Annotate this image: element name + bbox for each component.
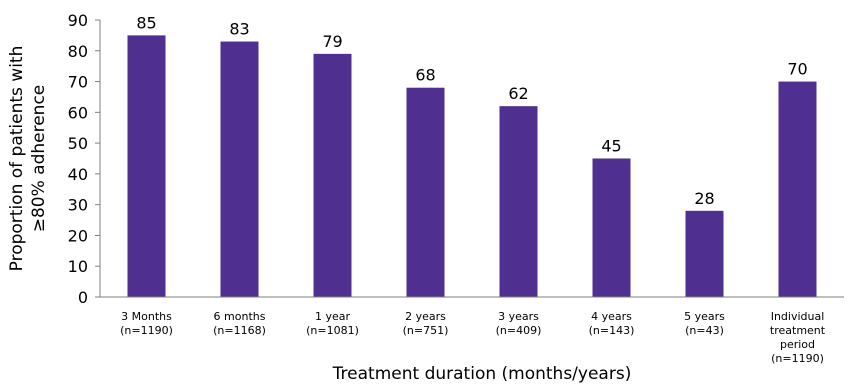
data-label: 79 [322, 32, 342, 51]
bar [778, 81, 817, 297]
y-axis-title: Proportion of patients with ≥80% adherenc… [7, 46, 49, 272]
x-category-label: 3 years (n=409) [496, 310, 542, 337]
data-label: 85 [136, 13, 156, 32]
y-tick-label: 60 [68, 103, 88, 122]
y-tick-label: 90 [68, 11, 88, 30]
x-category-label: 3 Months (n=1190) [120, 310, 173, 337]
bar [313, 53, 352, 297]
y-tick-label: 10 [68, 257, 88, 276]
x-axis-title: Treatment duration (months/years) [332, 364, 632, 384]
bar [127, 35, 166, 298]
y-tick-label: 0 [78, 288, 88, 307]
y-axis-ticks: 0 10 20 30 40 50 60 70 80 90 [68, 11, 100, 307]
data-label: 83 [229, 20, 249, 39]
x-category-label: Individual treatment period (n=1190) [770, 310, 826, 365]
y-tick-label: 80 [68, 42, 88, 61]
data-label: 62 [508, 84, 528, 103]
x-category-label: 4 years (n=143) [589, 310, 635, 337]
bars [127, 35, 817, 298]
y-tick-label: 50 [68, 134, 88, 153]
x-axis-category-labels: 3 Months (n=1190) 6 months (n=1168) 1 year (n… [120, 310, 826, 365]
data-label: 68 [415, 66, 435, 85]
x-category-label: 1 year (n=1081) [306, 310, 359, 337]
x-category-label: 2 years (n=751) [403, 310, 449, 337]
bar [592, 158, 631, 297]
bar [220, 41, 259, 297]
data-label: 45 [601, 137, 621, 156]
y-tick-label: 70 [68, 73, 88, 92]
y-tick-label: 40 [68, 165, 88, 184]
y-axis-title-line: Proportion of patients with [7, 46, 27, 272]
y-tick-label: 30 [68, 196, 88, 215]
x-category-label: 5 years (n=43) [684, 310, 725, 337]
data-label: 28 [694, 189, 714, 208]
bar [499, 106, 538, 297]
data-labels: 85 83 79 68 62 45 28 70 [136, 13, 807, 207]
y-tick-label: 20 [68, 226, 88, 245]
bar [406, 87, 445, 297]
bar [685, 210, 724, 297]
y-axis-title-line: ≥80% adherence [29, 85, 49, 233]
data-label: 70 [787, 60, 807, 79]
x-category-label: 6 months (n=1168) [213, 310, 266, 337]
